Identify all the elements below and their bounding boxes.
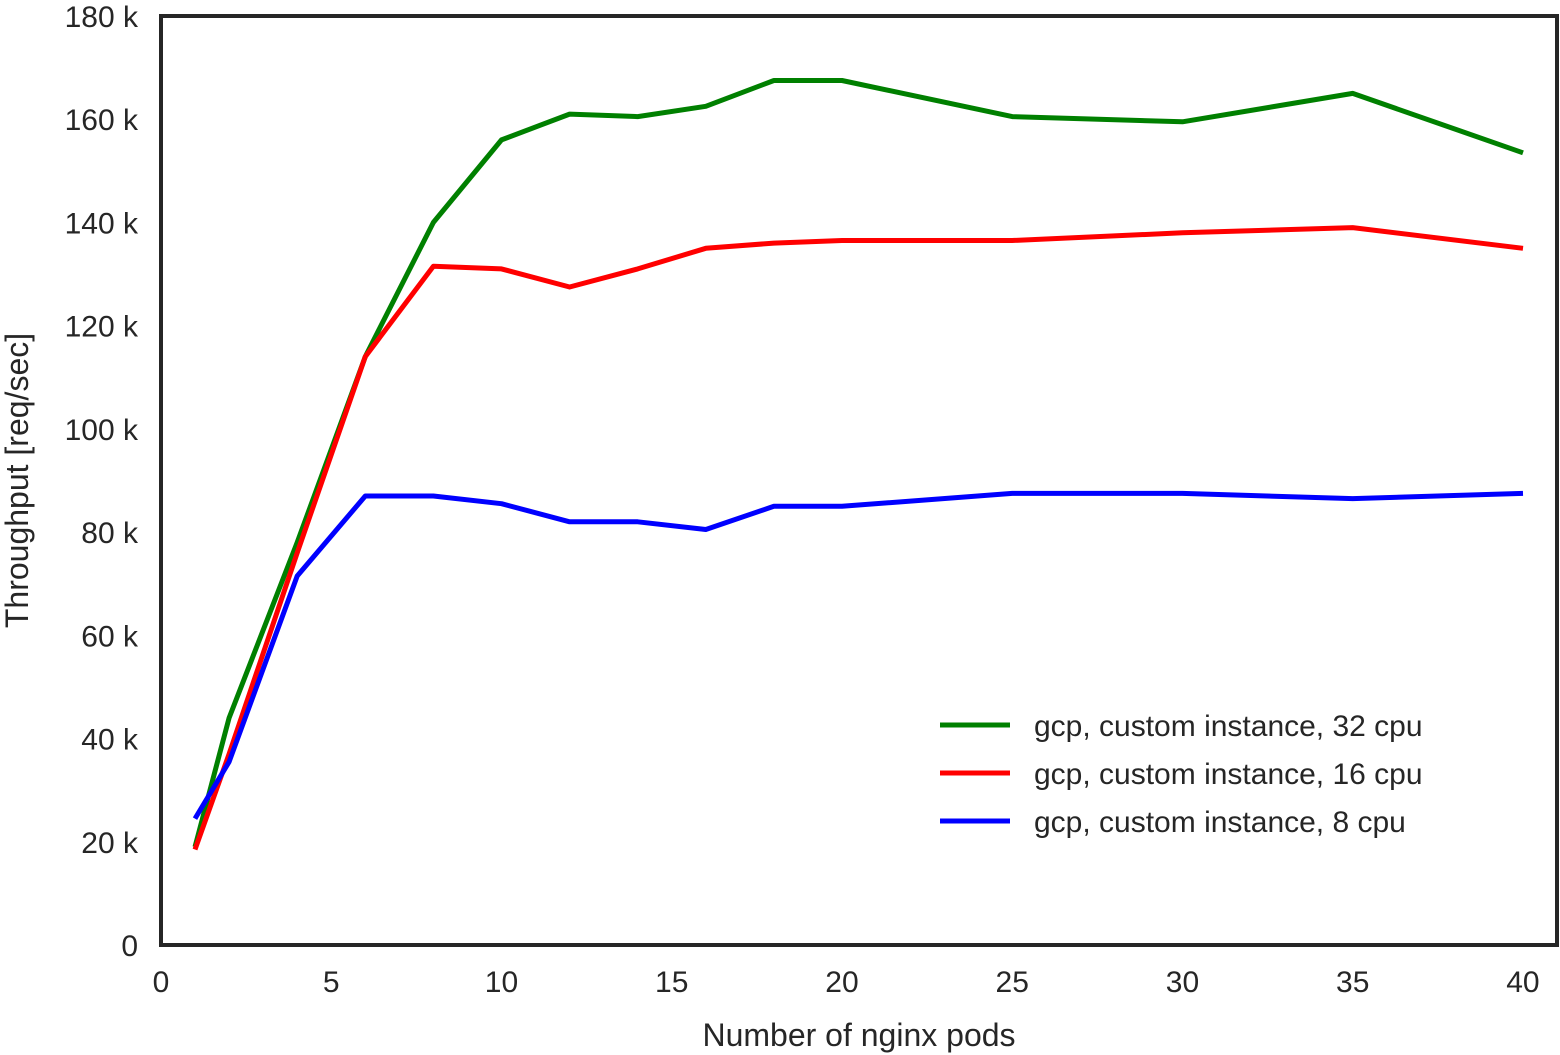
y-tick-label: 80 k <box>81 517 139 550</box>
legend-label-0: gcp, custom instance, 32 cpu <box>1034 710 1423 743</box>
plot-frame <box>159 14 1559 947</box>
x-tick-label: 25 <box>996 966 1029 999</box>
y-tick-label: 20 k <box>81 827 139 860</box>
y-tick-label: 140 k <box>65 207 139 240</box>
x-tick-label: 0 <box>153 966 170 999</box>
series-line-1 <box>192 225 1524 851</box>
x-tick-label: 40 <box>1506 966 1539 999</box>
x-tick-label: 20 <box>825 966 858 999</box>
series-line-2 <box>192 490 1524 820</box>
y-axis-label: Throughput [req/sec] <box>0 333 35 628</box>
x-tick-label: 15 <box>655 966 688 999</box>
legend: gcp, custom instance, 32 cpu gcp, custom … <box>940 710 1423 839</box>
x-tick-labels: 0 5 10 15 20 25 30 35 40 <box>153 966 1540 999</box>
legend-label-2: gcp, custom instance, 8 cpu <box>1034 806 1406 839</box>
y-tick-label: 60 k <box>81 620 139 653</box>
x-tick-label: 30 <box>1166 966 1199 999</box>
legend-label-1: gcp, custom instance, 16 cpu <box>1034 758 1423 791</box>
x-axis-label: Number of nginx pods <box>702 1017 1015 1053</box>
y-tick-label: 160 k <box>65 104 139 137</box>
y-tick-label: 40 k <box>81 724 139 757</box>
x-tick-label: 35 <box>1336 966 1369 999</box>
y-tick-label: 120 k <box>65 311 139 344</box>
series-layer <box>192 78 1524 851</box>
y-tick-label: 100 k <box>65 414 139 447</box>
x-tick-label: 5 <box>323 966 340 999</box>
y-tick-label: 180 k <box>65 1 139 34</box>
y-tick-labels: 0 20 k 40 k 60 k 80 k 100 k 120 k 140 k 160 k 180… <box>65 1 139 963</box>
y-tick-label: 0 <box>121 930 138 963</box>
x-tick-label: 10 <box>485 966 518 999</box>
